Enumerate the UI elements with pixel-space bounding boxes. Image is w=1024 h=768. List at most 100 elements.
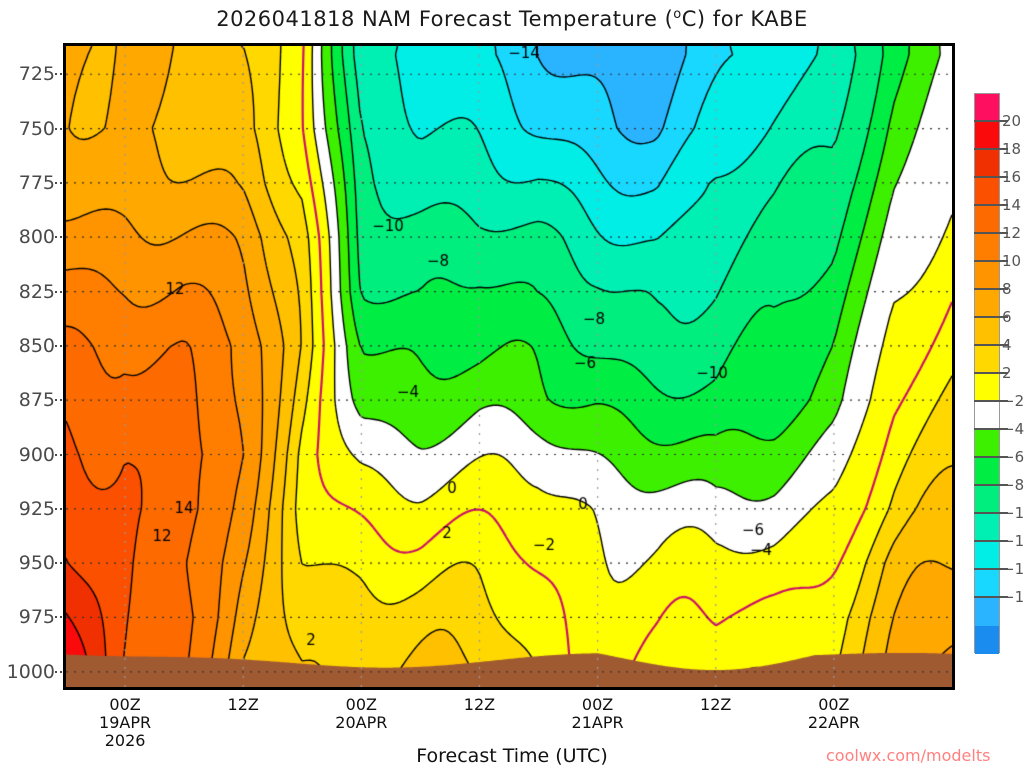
x-tick-group: 00Z 19APR 2026 bbox=[65, 696, 185, 750]
x-tick-year: 2026 bbox=[104, 731, 146, 750]
colorbar-tick-mark bbox=[974, 400, 1008, 402]
colorbar-tick-label: −16 bbox=[1002, 588, 1024, 606]
x-tick-group: 00Z 20APR bbox=[301, 696, 421, 732]
colorbar-swatch bbox=[975, 458, 999, 486]
colorbar-tick-label: 4 bbox=[1002, 336, 1012, 354]
x-tick-group: 12Z bbox=[183, 696, 303, 714]
x-tick-date: 21APR bbox=[571, 713, 624, 732]
colorbar-swatch bbox=[975, 262, 999, 290]
y-tick-mark bbox=[55, 127, 62, 130]
colorbar-tick-mark bbox=[974, 204, 1008, 206]
colorbar-tick-mark bbox=[974, 316, 1008, 318]
colorbar-swatch bbox=[975, 402, 999, 430]
y-tick-mark bbox=[55, 399, 62, 402]
y-tick-mark bbox=[55, 236, 62, 239]
y-tick-label: 775 bbox=[18, 171, 55, 194]
x-tick-hour: 12Z bbox=[700, 695, 732, 714]
colorbar-tick-label: 2 bbox=[1002, 364, 1012, 382]
y-tick-mark bbox=[55, 344, 62, 347]
y-tick-mark bbox=[55, 616, 62, 619]
degree-superscript: o bbox=[673, 7, 682, 22]
colorbar-tick-mark bbox=[974, 540, 1008, 542]
plot-area bbox=[63, 43, 955, 690]
x-axis-title: Forecast Time (UTC) bbox=[416, 745, 608, 767]
colorbar-tick-label: 20 bbox=[1002, 112, 1022, 130]
y-tick-mark bbox=[55, 507, 62, 510]
colorbar-swatch bbox=[975, 150, 999, 178]
colorbar-tick-mark bbox=[974, 288, 1008, 290]
colorbar-tick-label: −10 bbox=[1002, 504, 1024, 522]
colorbar-tick-mark bbox=[974, 568, 1008, 570]
x-tick-hour: 00Z bbox=[581, 695, 614, 714]
colorbar-swatch bbox=[975, 346, 999, 374]
colorbar-swatch bbox=[975, 570, 999, 598]
colorbar-tick-label: 10 bbox=[1002, 252, 1022, 270]
colorbar-tick-label: −12 bbox=[1002, 532, 1024, 550]
colorbar-tick-mark bbox=[974, 484, 1008, 486]
x-tick-hour: 12Z bbox=[463, 695, 496, 714]
colorbar-swatch bbox=[975, 318, 999, 346]
x-tick-date: 20APR bbox=[335, 713, 388, 732]
colorbar-tick-label: 18 bbox=[1002, 140, 1022, 158]
colorbar-tick-label: 8 bbox=[1002, 280, 1012, 298]
colorbar-tick-mark bbox=[974, 344, 1008, 346]
colorbar-tick-label: −4 bbox=[1002, 420, 1024, 438]
x-tick-hour: 00Z bbox=[345, 695, 377, 714]
colorbar-swatch bbox=[975, 430, 999, 458]
y-tick-label: 850 bbox=[18, 334, 55, 357]
colorbar-tick-mark bbox=[974, 512, 1008, 514]
y-tick-mark bbox=[55, 453, 62, 456]
colorbar-swatch bbox=[975, 374, 999, 402]
colorbar-tick-mark bbox=[974, 372, 1008, 374]
colorbar-tick-label: 12 bbox=[1002, 224, 1022, 242]
x-tick-date: 19APR bbox=[99, 713, 152, 732]
colorbar-tick-label: 14 bbox=[1002, 196, 1022, 214]
colorbar-swatch bbox=[975, 206, 999, 234]
x-tick-hour: 12Z bbox=[227, 695, 259, 714]
x-tick-hour: 00Z bbox=[109, 695, 141, 714]
colorbar-tick-label: −6 bbox=[1002, 448, 1024, 466]
colorbar-tick-mark bbox=[974, 120, 1008, 122]
x-tick-group: 12Z bbox=[419, 696, 539, 714]
colorbar-tick-label: 6 bbox=[1002, 308, 1012, 326]
colorbar-tick-label: −2 bbox=[1002, 392, 1024, 410]
y-tick-label: 725 bbox=[18, 63, 55, 86]
y-tick-label: 975 bbox=[18, 606, 55, 629]
colorbar-tick-mark bbox=[974, 456, 1008, 458]
title-prefix: 2026041818 NAM Forecast Temperature ( bbox=[216, 7, 674, 31]
y-tick-mark bbox=[55, 73, 62, 76]
colorbar-tick-mark bbox=[974, 232, 1008, 234]
y-tick-label: 1000 bbox=[6, 660, 55, 683]
colorbar-swatch bbox=[975, 598, 999, 626]
temperature-cross-section-canvas bbox=[66, 46, 952, 687]
colorbar-swatch bbox=[975, 234, 999, 262]
colorbar-tick-label: 16 bbox=[1002, 168, 1022, 186]
colorbar-swatch bbox=[975, 178, 999, 206]
colorbar-swatch bbox=[975, 486, 999, 514]
y-tick-mark bbox=[55, 562, 62, 565]
colorbar-tick-label: −8 bbox=[1002, 476, 1024, 494]
y-tick-mark bbox=[55, 290, 62, 293]
y-tick-label: 950 bbox=[18, 552, 55, 575]
y-tick-label: 875 bbox=[18, 389, 55, 412]
y-tick-label: 925 bbox=[18, 497, 55, 520]
y-tick-label: 800 bbox=[18, 226, 55, 249]
colorbar-tick-mark bbox=[974, 176, 1008, 178]
page-title: 2026041818 NAM Forecast Temperature (oC)… bbox=[0, 7, 1024, 31]
colorbar-tick-mark bbox=[974, 596, 1008, 598]
x-tick-group: 12Z bbox=[656, 696, 776, 714]
colorbar-swatch bbox=[975, 542, 999, 570]
colorbar-swatch bbox=[975, 514, 999, 542]
y-tick-label: 750 bbox=[18, 117, 55, 140]
colorbar-swatch bbox=[975, 290, 999, 318]
colorbar-swatch bbox=[975, 122, 999, 150]
y-tick-mark bbox=[55, 181, 62, 184]
x-tick-hour: 00Z bbox=[818, 695, 850, 714]
y-tick-mark bbox=[55, 670, 62, 673]
colorbar-tick-mark bbox=[974, 260, 1008, 262]
x-tick-group: 00Z 22APR bbox=[774, 696, 894, 732]
x-tick-group: 00Z 21APR bbox=[538, 696, 658, 732]
colorbar-tick-mark bbox=[974, 428, 1008, 430]
x-tick-date: 22APR bbox=[807, 713, 860, 732]
